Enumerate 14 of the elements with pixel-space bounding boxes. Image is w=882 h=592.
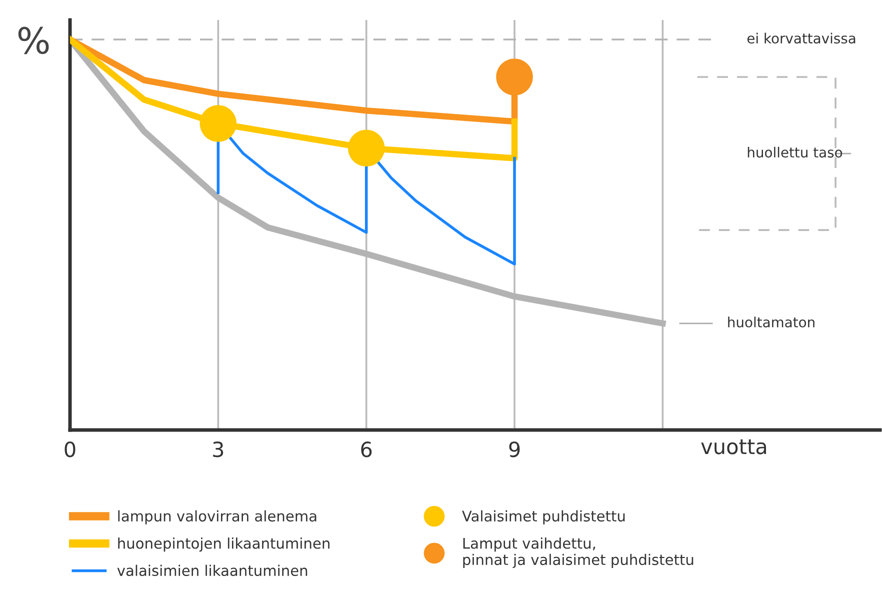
legend-label: Valaisimet puhdistettu — [462, 510, 625, 524]
x-tick-label: 6 — [361, 441, 372, 458]
annotation: huollettu taso — [748, 146, 842, 158]
legend-label: Lamput vaihdettu, pinnat ja valaisimet puhdistettu — [463, 538, 694, 568]
legend-label: huoltamaton — [728, 316, 814, 328]
x-tick-label: 0 — [64, 441, 76, 458]
ref-line-label: ei korvattavissa — [747, 32, 856, 44]
x-tick-label: 3 — [213, 441, 224, 458]
legend-label: huonepintojen likaantuminen — [118, 538, 330, 552]
legend-label: valaisimien likaantuminen — [117, 564, 308, 576]
x-tick-label: 9 — [509, 441, 520, 458]
x-axis-title: vuotta — [701, 439, 766, 454]
legend-label: lampun valovirran alenema — [118, 510, 316, 524]
y-axis-title: % — [18, 26, 49, 54]
